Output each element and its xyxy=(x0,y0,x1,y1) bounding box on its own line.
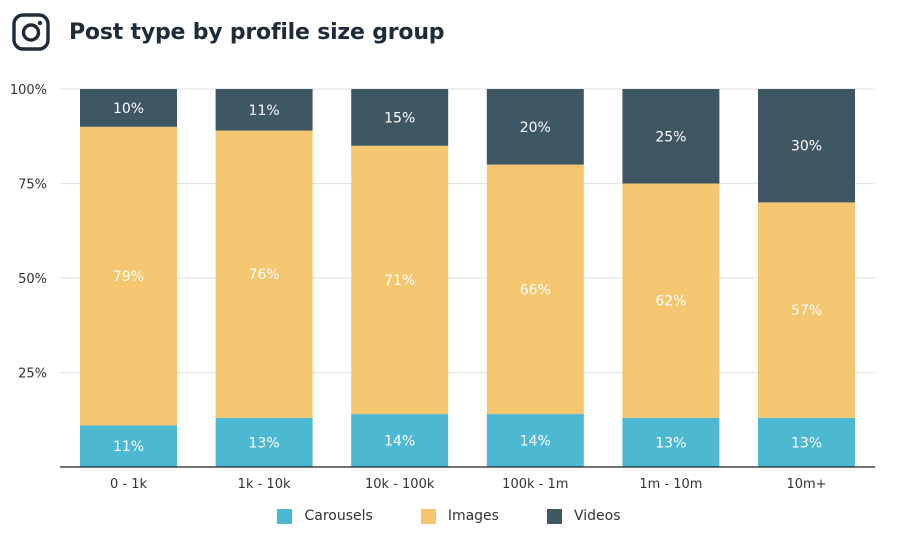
bar-segment-carousels[interactable] xyxy=(351,414,449,467)
chart-title: Post type by profile size group xyxy=(69,19,445,45)
legend-swatch-carousels xyxy=(277,508,293,524)
data-label-carousels: 11% xyxy=(113,439,144,455)
legend-item-carousels[interactable]: Carousels xyxy=(277,508,373,524)
bar-segment-images[interactable] xyxy=(758,202,855,418)
legend-swatch-images xyxy=(420,508,436,524)
bar-segment-images[interactable] xyxy=(351,145,449,415)
legend-item-images[interactable]: Images xyxy=(420,508,499,524)
bar-segment-images[interactable] xyxy=(622,183,720,418)
data-label-carousels: 14% xyxy=(520,434,551,450)
data-label-carousels: 13% xyxy=(791,435,822,451)
gridlines xyxy=(60,88,875,374)
bars xyxy=(80,89,855,467)
x-tick-label: 10m+ xyxy=(786,477,826,492)
y-axis-ticks: 100% 75% 50% 25% xyxy=(10,83,47,382)
x-tick-label: 1m - 10m xyxy=(639,477,702,492)
bar-segment-images[interactable] xyxy=(215,130,313,418)
bar-segment-carousels[interactable] xyxy=(486,414,584,467)
data-label-images: 66% xyxy=(520,282,551,298)
bar-segment-videos[interactable] xyxy=(622,89,720,184)
y-tick-label: 100% xyxy=(10,83,47,98)
y-tick-label: 25% xyxy=(18,367,47,382)
bar-segment-images[interactable] xyxy=(486,164,584,415)
data-label-videos: 10% xyxy=(113,101,144,117)
bar-segment-carousels[interactable] xyxy=(215,417,313,467)
data-label-videos: 15% xyxy=(384,110,415,126)
data-label-videos: 30% xyxy=(791,139,822,155)
legend-label-images: Images xyxy=(447,508,499,524)
data-label-carousels: 13% xyxy=(249,435,280,451)
legend-label-videos: Videos xyxy=(573,508,621,524)
stacked-bar-chart: 100% 75% 50% 25% 11% 79% 10% 13% 76% 11% 14% 71% 15… xyxy=(10,83,875,492)
x-axis-ticks: 0 - 1k 1k - 10k 10k - 100k 100k - 1m 1m - 10… xyxy=(110,477,827,492)
data-label-images: 71% xyxy=(384,273,415,289)
data-label-images: 76% xyxy=(249,267,280,283)
x-tick-label: 10k - 100k xyxy=(365,477,435,492)
x-tick-label: 0 - 1k xyxy=(110,477,147,492)
data-label-images: 79% xyxy=(113,269,144,285)
bar-segment-videos[interactable] xyxy=(215,89,313,131)
legend-label-carousels: Carousels xyxy=(304,508,373,524)
data-label-carousels: 13% xyxy=(655,435,686,451)
data-label-carousels: 14% xyxy=(384,434,415,450)
bar-segment-videos[interactable] xyxy=(80,89,177,127)
x-tick-label: 100k - 1m xyxy=(502,477,568,492)
bar-segment-videos[interactable] xyxy=(758,89,855,203)
chart-header: Post type by profile size group xyxy=(12,12,445,52)
data-label-images: 57% xyxy=(791,303,822,319)
bar-segment-carousels[interactable] xyxy=(80,425,177,467)
legend-swatch-videos xyxy=(546,508,562,524)
instagram-icon xyxy=(12,13,50,51)
y-tick-label: 50% xyxy=(18,272,47,287)
data-labels: 11% 79% 10% 13% 76% 11% 14% 71% 15% 14% 66% 20% 13% 6… xyxy=(113,101,822,455)
bar-segment-carousels[interactable] xyxy=(758,417,855,467)
data-label-videos: 11% xyxy=(249,103,280,119)
data-label-videos: 20% xyxy=(520,120,551,136)
bar-segment-carousels[interactable] xyxy=(622,417,720,467)
data-label-images: 62% xyxy=(655,294,686,310)
legend: Carousels Images Videos xyxy=(0,508,898,524)
data-label-videos: 25% xyxy=(655,129,686,145)
x-tick-label: 1k - 10k xyxy=(238,477,291,492)
bar-segment-videos[interactable] xyxy=(486,89,584,165)
bar-segment-videos[interactable] xyxy=(351,89,449,146)
legend-item-videos[interactable]: Videos xyxy=(546,508,621,524)
y-tick-label: 75% xyxy=(18,178,47,193)
bar-segment-images[interactable] xyxy=(80,126,177,426)
